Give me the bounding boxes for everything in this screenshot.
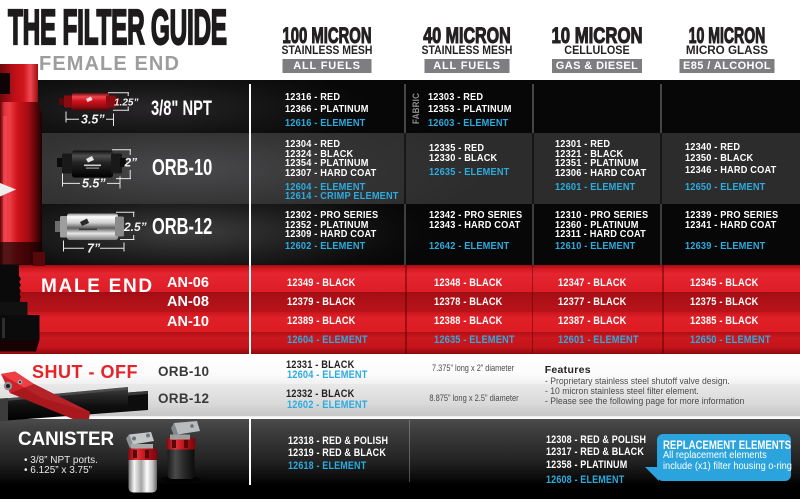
svg-text:5.5”: 5.5” (82, 177, 106, 191)
svg-text:2.5”: 2.5” (123, 220, 147, 234)
svg-text:1.25”: 1.25” (114, 98, 138, 109)
svg-text:7”: 7” (87, 242, 101, 256)
svg-text:2”: 2” (124, 156, 138, 170)
svg-text:3.5”: 3.5” (81, 113, 105, 127)
